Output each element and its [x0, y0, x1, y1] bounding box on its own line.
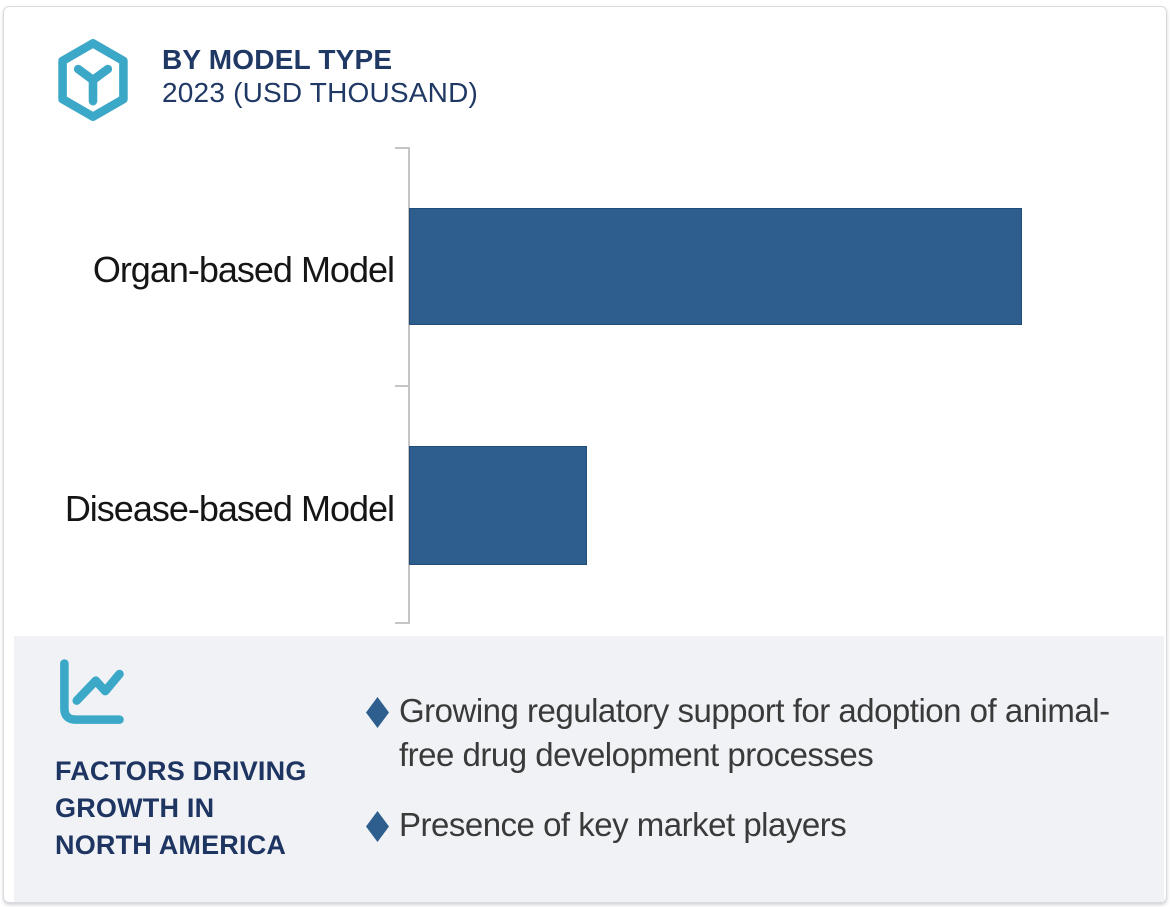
axis-tick: [395, 622, 409, 624]
chart-header: BY MODEL TYPE 2023 (USD THOUSAND): [162, 43, 478, 109]
hexagon-cube-icon: [58, 39, 128, 121]
list-item: Growing regulatory support for adoption …: [366, 689, 1138, 777]
list-item: Presence of key market players: [366, 803, 1138, 847]
category-label: Disease-based Model: [64, 488, 395, 529]
bullet-list: Growing regulatory support for adoption …: [366, 689, 1138, 873]
page-title: BY MODEL TYPE: [162, 44, 393, 75]
footer-heading-line: GROWTH IN: [55, 793, 215, 823]
axis-tick: [395, 385, 409, 387]
category-axis-line: [408, 147, 410, 624]
bullet-text: Presence of key market players: [399, 806, 847, 843]
line-chart-icon: [60, 659, 124, 724]
footer-heading: FACTORS DRIVING GROWTH IN NORTH AMERICA: [55, 753, 307, 864]
bar-disease-based-model: [409, 446, 587, 565]
footer-heading-line: NORTH AMERICA: [55, 830, 287, 860]
footer-panel: FACTORS DRIVING GROWTH IN NORTH AMERICA …: [14, 636, 1164, 902]
bullet-text: Growing regulatory support for adoption …: [399, 692, 1110, 773]
page-subtitle: 2023 (USD THOUSAND): [162, 77, 479, 108]
category-label: Organ-based Model: [92, 249, 395, 290]
diamond-bullet-icon: [366, 811, 389, 842]
diamond-bullet-icon: [366, 697, 389, 728]
footer-heading-line: FACTORS DRIVING: [55, 756, 307, 786]
infographic-card: BY MODEL TYPE 2023 (USD THOUSAND) Organ-…: [3, 6, 1167, 903]
axis-tick: [395, 147, 409, 149]
bar-organ-based-model: [409, 208, 1022, 325]
